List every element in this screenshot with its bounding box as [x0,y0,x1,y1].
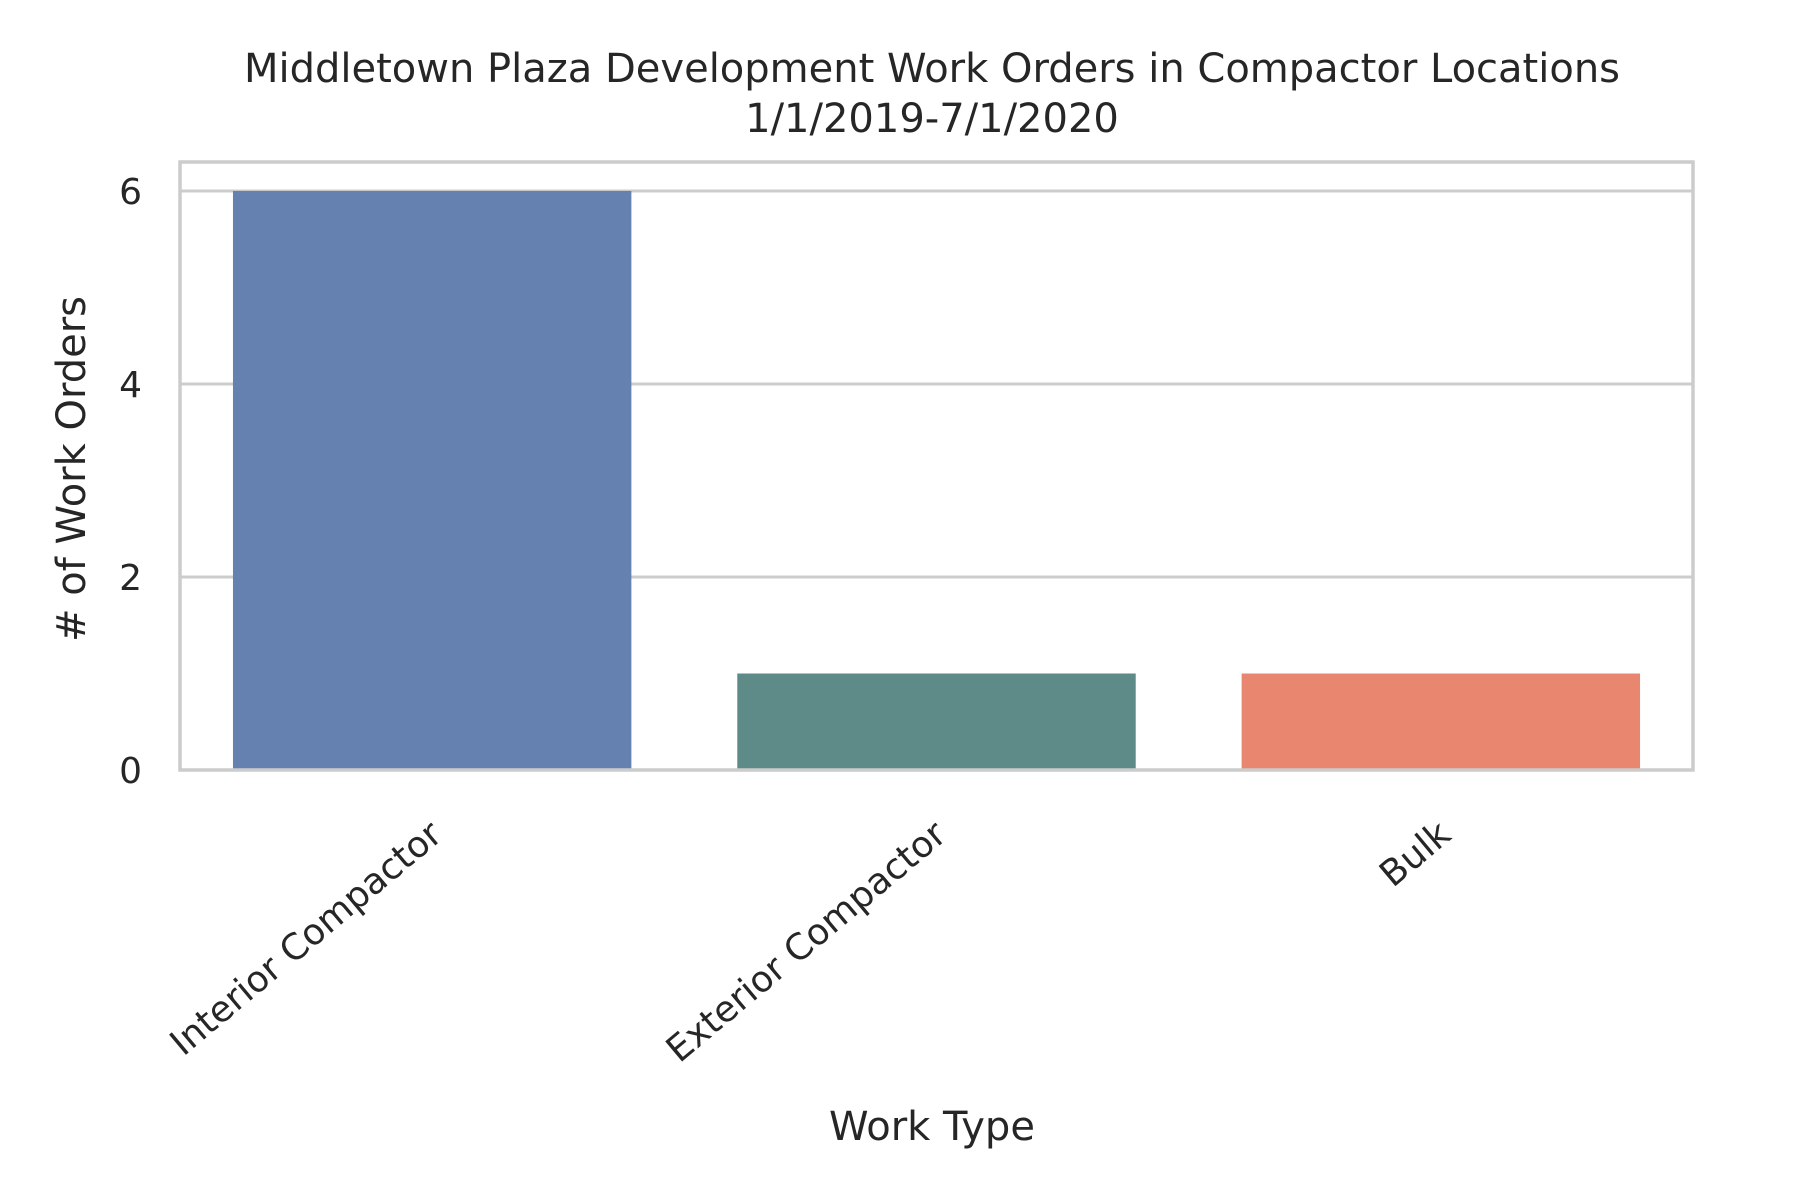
bar-bulk [1241,673,1641,770]
x-tick-label: Exterior Compactor [659,813,955,1070]
x-axis-label: Work Type [829,1104,1035,1150]
y-tick-label: 6 [119,172,142,213]
chart-title: Middletown Plaza Development Work Orders… [244,46,1620,92]
bar-exterior-compactor [737,673,1136,770]
x-tick-labels: Interior Compactor Exterior Compactor Bulk [163,813,1459,1070]
y-axis-label: # of Work Orders [49,296,95,642]
plot-frame [178,160,1695,772]
bar-interior-compactor [232,190,632,770]
x-tick-label: Interior Compactor [163,813,450,1063]
chart-subtitle: 1/1/2019-7/1/2020 [745,96,1119,142]
x-tick-label: Bulk [1372,813,1459,895]
bars [232,190,1641,770]
y-tick-label: 4 [119,365,142,406]
y-tick-label: 0 [119,751,142,792]
y-tick-label: 2 [119,558,142,599]
y-tick-labels: 0 2 4 6 [119,172,142,792]
